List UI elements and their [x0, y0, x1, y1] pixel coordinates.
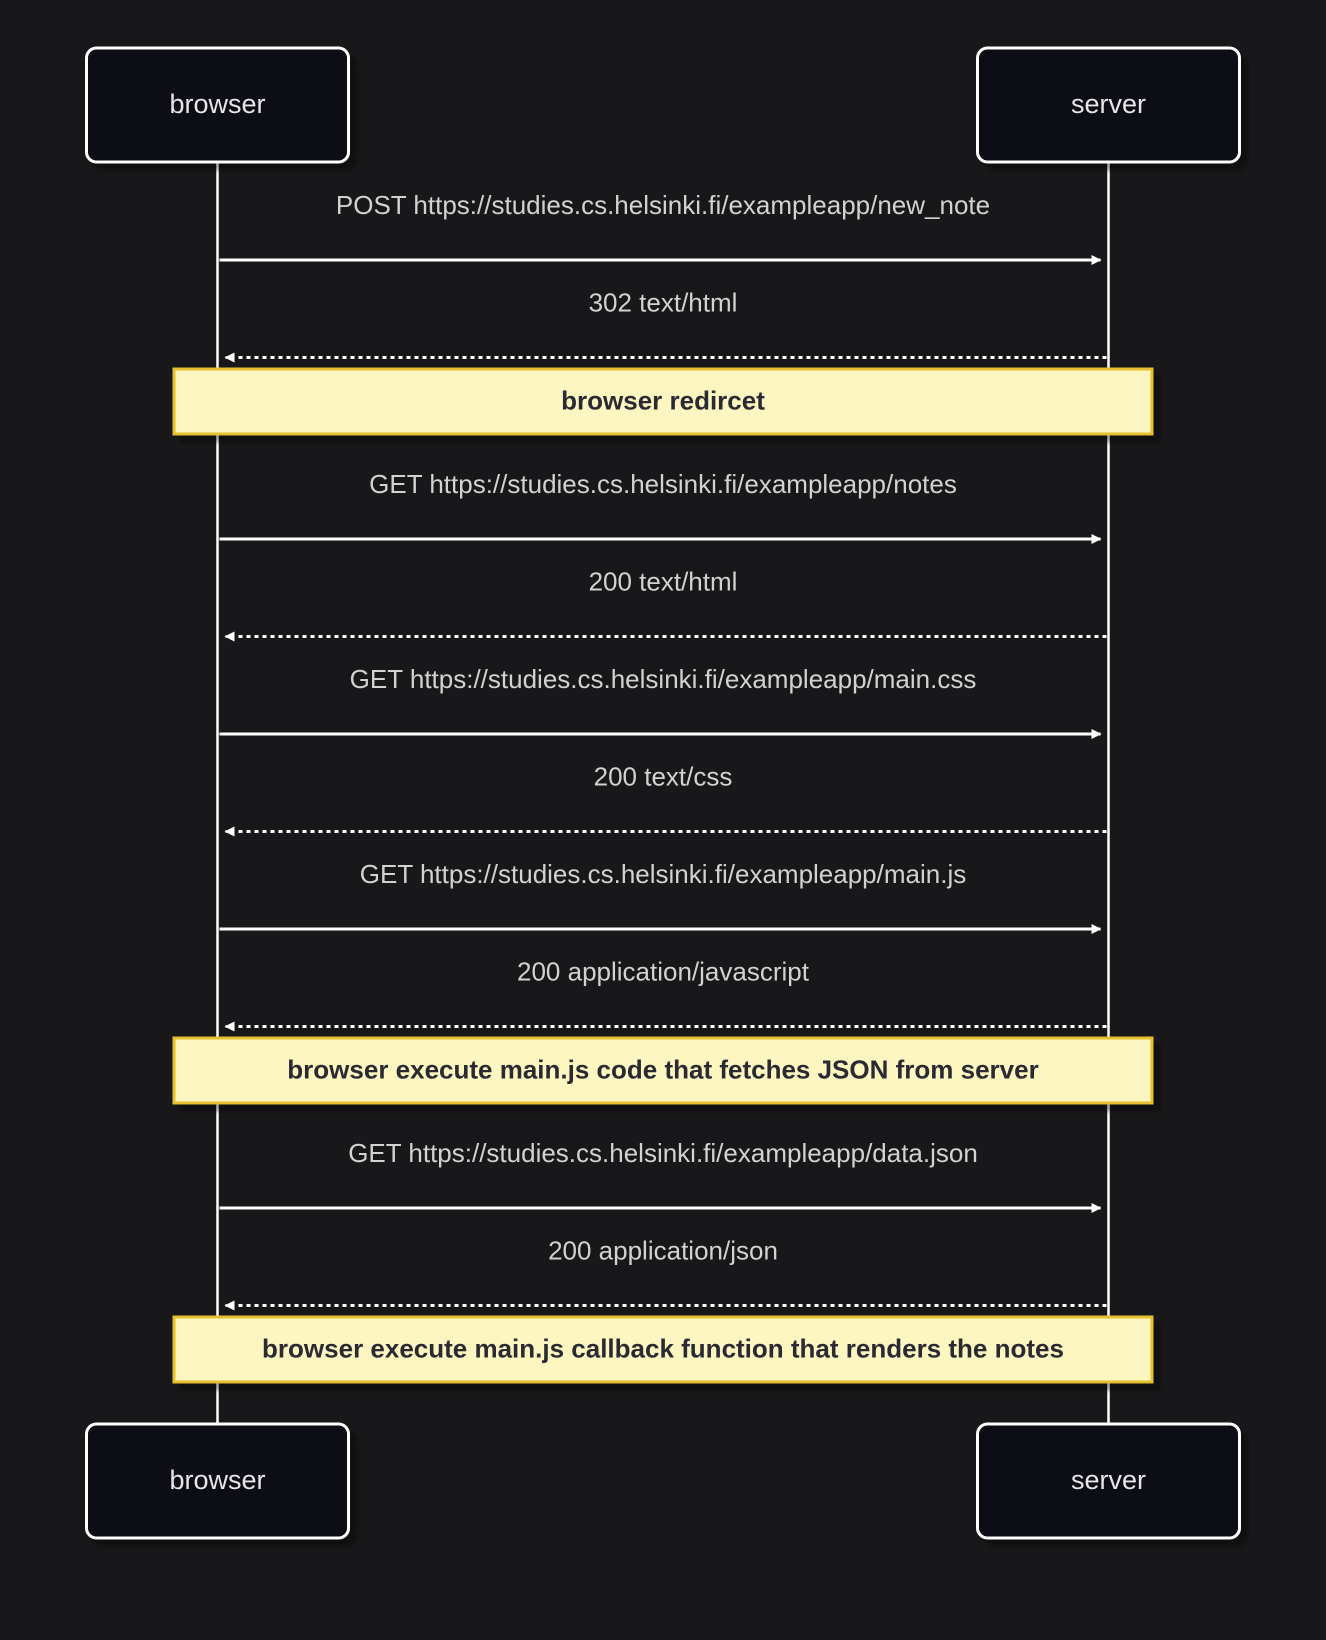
message-7: GET https://studies.cs.helsinki.fi/examp… [219, 859, 1102, 934]
actor-server-top: server [976, 46, 1241, 164]
note-label: browser execute main.js callback functio… [262, 1333, 1064, 1363]
note-label: browser execute main.js code that fetche… [287, 1054, 1038, 1084]
message-label: 200 application/json [548, 1236, 778, 1266]
actor-box [976, 1422, 1241, 1540]
note-12: browser execute main.js callback functio… [172, 1315, 1154, 1384]
message-4: 200 text/html [224, 567, 1107, 642]
actor-label: server [1071, 89, 1146, 119]
message-11: 200 application/json [224, 1236, 1107, 1311]
actor-box [85, 46, 350, 164]
actor-box [976, 46, 1241, 164]
note-box [172, 1036, 1154, 1105]
message-label: GET https://studies.cs.helsinki.fi/examp… [360, 859, 966, 889]
message-label: 200 application/javascript [517, 957, 810, 987]
actor-browser-top: browser [85, 46, 350, 164]
message-label: GET https://studies.cs.helsinki.fi/examp… [348, 1138, 978, 1168]
message-10: GET https://studies.cs.helsinki.fi/examp… [219, 1138, 1102, 1213]
message-label: 200 text/html [589, 567, 738, 597]
message-3: GET https://studies.cs.helsinki.fi/examp… [219, 469, 1102, 544]
message-label: 200 text/css [594, 762, 733, 792]
actor-label: server [1071, 1465, 1146, 1495]
message-0: POST https://studies.cs.helsinki.fi/exam… [219, 190, 1102, 265]
note-box [172, 367, 1154, 436]
message-6: 200 text/css [224, 762, 1107, 837]
actor-label: browser [169, 89, 265, 119]
message-label: GET https://studies.cs.helsinki.fi/examp… [350, 664, 977, 694]
actor-boxes: browser browser server server [85, 46, 1241, 1540]
message-1: 302 text/html [224, 288, 1107, 363]
sequence-steps: POST https://studies.cs.helsinki.fi/exam… [172, 190, 1154, 1384]
note-box [172, 1315, 1154, 1384]
message-5: GET https://studies.cs.helsinki.fi/examp… [219, 664, 1102, 739]
actor-browser-bottom: browser [85, 1422, 350, 1540]
message-label: POST https://studies.cs.helsinki.fi/exam… [336, 190, 990, 220]
note-9: browser execute main.js code that fetche… [172, 1036, 1154, 1105]
message-label: 302 text/html [589, 288, 738, 318]
note-label: browser redircet [561, 385, 765, 415]
note-2: browser redircet [172, 367, 1154, 436]
message-label: GET https://studies.cs.helsinki.fi/examp… [369, 469, 957, 499]
message-8: 200 application/javascript [224, 957, 1107, 1032]
actor-label: browser [169, 1465, 265, 1495]
actor-box [85, 1422, 350, 1540]
actor-server-bottom: server [976, 1422, 1241, 1540]
